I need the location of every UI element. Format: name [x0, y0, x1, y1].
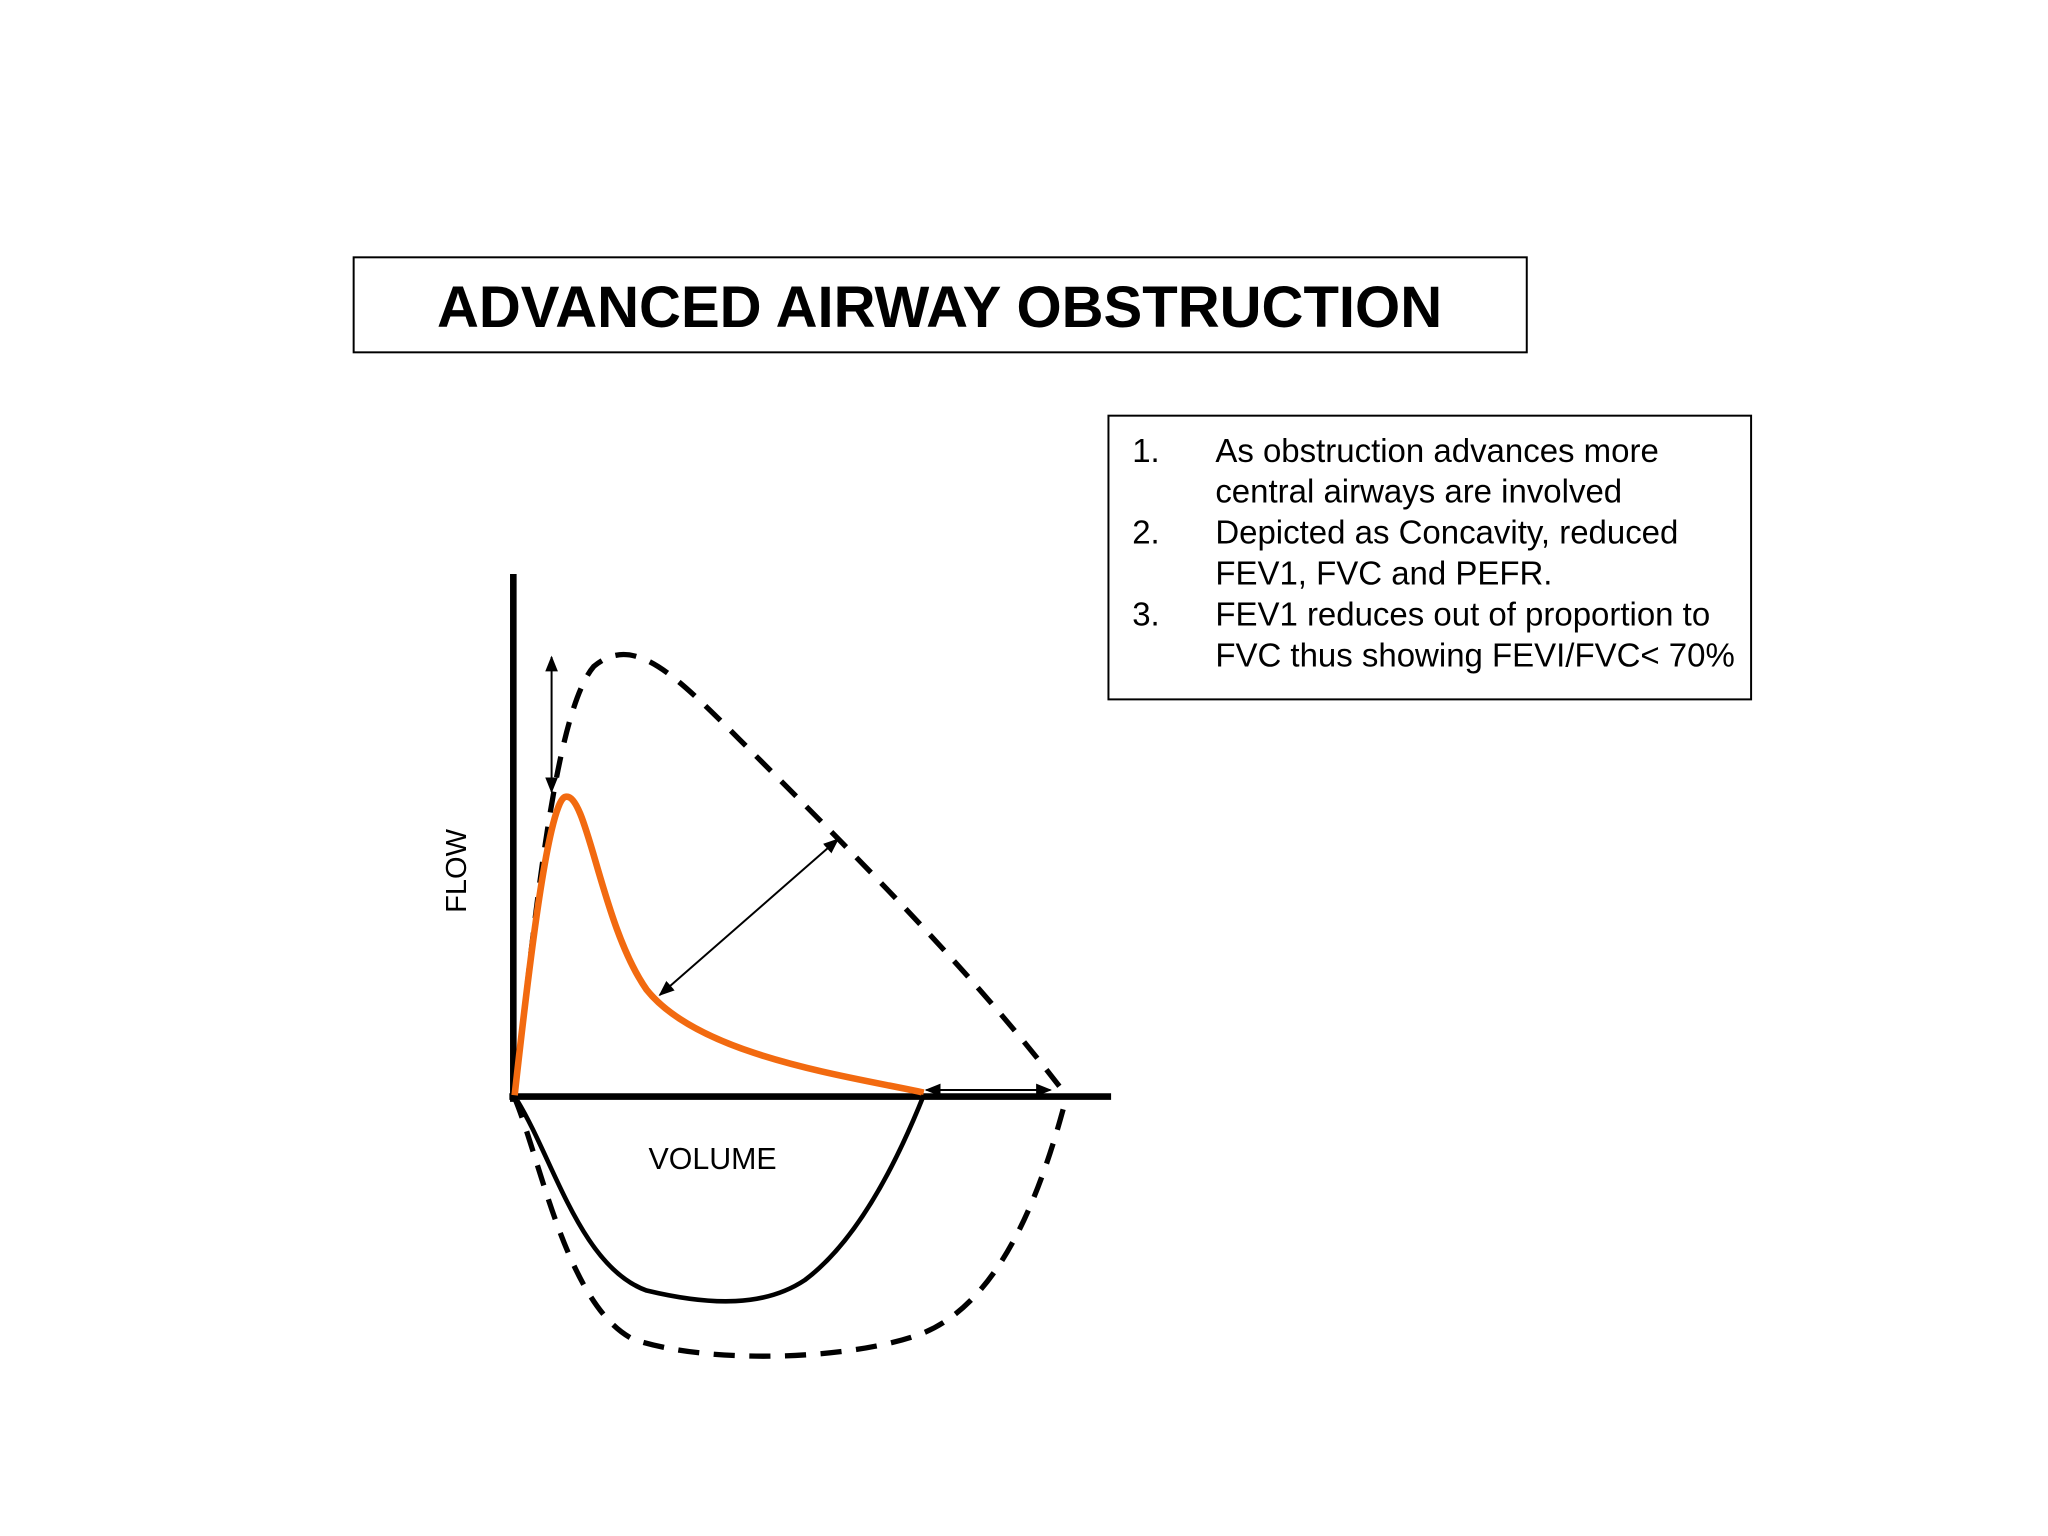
note-text: FEV1 reduces out of proportion to [1215, 595, 1710, 632]
note-number: 1. [1132, 432, 1160, 469]
normal-expiratory-curve [512, 651, 1069, 1097]
note-text: FEV1, FVC and PEFR. [1215, 555, 1552, 592]
note-text: FVC thus showing FEVI/FVC< 70% [1215, 636, 1734, 673]
title: ADVANCED AIRWAY OBSTRUCTION [437, 275, 1442, 340]
obstructed-inspiratory-curve [515, 1094, 926, 1304]
x-axis-label: VOLUME [648, 1143, 776, 1176]
concavity-arrow [658, 838, 840, 997]
note-number: 2. [1132, 514, 1160, 551]
title-box [352, 256, 1528, 354]
note-number: 3. [1132, 595, 1160, 632]
note-text: Depicted as Concavity, reduced [1215, 514, 1678, 551]
notes-box [1107, 414, 1753, 701]
note-text: As obstruction advances more [1215, 432, 1658, 469]
obstructed-expiratory-curve [511, 793, 925, 1096]
flow-volume-diagram: FLOW VOLUME [441, 574, 1112, 1359]
note-text: central airways are involved [1215, 473, 1622, 510]
notes-list: 1. As obstruction advances more central ai… [1132, 432, 1735, 674]
y-axis-label: FLOW [441, 828, 473, 912]
normal-inspiratory-curve [512, 1096, 1069, 1359]
